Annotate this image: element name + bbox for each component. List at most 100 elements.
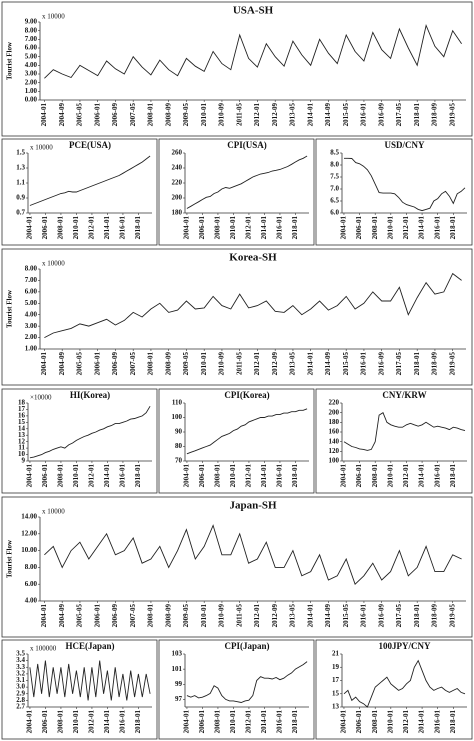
x-tick-label: 2007-05	[129, 604, 137, 628]
x-tick-label: 2008-01	[214, 710, 222, 734]
y-tick-label: 101	[172, 665, 183, 673]
unit-label: x 10000	[42, 260, 65, 268]
x-tick-label: 2009-05	[182, 103, 190, 127]
unit-label: x 100000	[30, 645, 57, 653]
chart-title: USA-SH	[233, 5, 274, 17]
y-tick-label: 7.0	[330, 185, 339, 193]
x-tick-label: 2018-01	[291, 216, 299, 240]
y-tick-label: 240	[172, 164, 183, 172]
x-tick-label: 2006-01	[198, 710, 206, 734]
x-tick-label: 2012-01	[88, 464, 96, 488]
x-tick-label: 2008-01	[371, 216, 379, 240]
x-tick-label: 2006-01	[41, 216, 49, 240]
y-tick-label: 3.1	[16, 676, 25, 684]
x-tick-label: 2010-01	[386, 216, 394, 240]
x-tick-label: 2016-01	[360, 604, 368, 628]
x-tick-label: 2018-01	[291, 464, 299, 488]
x-tick-label: 2004-01	[183, 710, 191, 734]
x-tick-label: 2009-05	[182, 352, 190, 376]
x-tick-label: 2004-01	[40, 604, 48, 628]
y-tick-label: 1.3	[16, 164, 25, 172]
x-tick-label: 2012-01	[253, 103, 261, 127]
panel-border	[315, 388, 473, 494]
x-tick-label: 2016-09	[377, 352, 385, 376]
x-tick-label: 2014-01	[306, 103, 314, 127]
chart-title: CPI(Japan)	[224, 641, 269, 651]
x-tick-label: 2004-01	[340, 710, 348, 734]
x-tick-label: 2005-05	[76, 604, 84, 628]
x-tick-label: 2016-09	[377, 604, 385, 628]
x-tick-label: 2013-05	[289, 103, 297, 127]
y-tick-label: 13	[332, 703, 340, 711]
x-tick-label: 2010-01	[229, 464, 237, 488]
x-tick-label: 2010-01	[200, 352, 208, 376]
x-tick-label: 2018-09	[431, 604, 439, 628]
x-tick-label: 2016-09	[377, 103, 385, 127]
x-tick-label: 2010-09	[218, 352, 226, 376]
x-tick-label: 2007-05	[129, 103, 137, 127]
x-tick-label: 2016-01	[119, 216, 127, 240]
data-line	[44, 524, 462, 586]
y-tick-label: 8.00	[25, 265, 38, 273]
x-tick-label: 2016-01	[119, 710, 127, 734]
x-tick-label: 2012-01	[253, 604, 261, 628]
y-tick-label: 1.00	[25, 87, 38, 95]
data-line	[186, 155, 308, 209]
x-tick-label: 2006-01	[355, 464, 363, 488]
x-tick-label: 2004-09	[58, 604, 66, 628]
y-tick-label: 200	[172, 194, 183, 202]
x-tick-label: 2011-05	[235, 604, 243, 627]
chart-title: Japan-SH	[229, 500, 277, 512]
y-tick-label: 0.7	[16, 209, 25, 217]
unit-label: x 10000	[30, 144, 53, 152]
x-tick-label: 2010-09	[218, 103, 226, 127]
x-tick-label: 2012-09	[271, 604, 279, 628]
y-tick-label: 8.5	[330, 149, 339, 157]
x-tick-label: 2010-01	[229, 710, 237, 734]
x-tick-label: 2019-05	[448, 103, 456, 127]
x-tick-label: 2006-01	[41, 464, 49, 488]
y-tick-label: 2.00	[25, 78, 38, 86]
data-line	[343, 659, 466, 708]
x-tick-label: 2016-01	[433, 464, 441, 488]
y-tick-label: 0.9	[16, 194, 25, 202]
x-tick-label: 2010-01	[72, 216, 80, 240]
chart-title: PCE(USA)	[69, 140, 111, 150]
y-tick-label: 3.4	[16, 656, 25, 664]
x-tick-label: 2014-01	[260, 464, 268, 488]
y-tick-label: 13	[18, 431, 26, 439]
y-axis-label: Tourist Flow	[6, 289, 14, 328]
x-tick-label: 2011-05	[235, 352, 243, 375]
data-line	[29, 155, 151, 206]
chart-title: HCE(Japan)	[65, 641, 114, 651]
x-tick-label: 2006-01	[198, 216, 206, 240]
x-tick-label: 2012-01	[402, 464, 410, 488]
data-line	[186, 408, 308, 455]
x-tick-label: 2006-01	[41, 710, 49, 734]
data-line	[344, 157, 466, 212]
y-tick-label: 99	[175, 680, 183, 688]
y-tick-label: 6.00	[25, 580, 38, 588]
x-tick-label: 2014-09	[324, 604, 332, 628]
x-tick-label: 2014-01	[306, 352, 314, 376]
x-tick-label: 2016-01	[433, 216, 441, 240]
y-tick-label: 0.00	[25, 96, 38, 104]
y-tick-label: 4.00	[25, 310, 38, 318]
chart-title: CPI(USA)	[227, 140, 267, 150]
x-tick-label: 2008-01	[57, 710, 65, 734]
x-tick-label: 2012-01	[245, 710, 253, 734]
y-tick-label: 3.0	[16, 683, 25, 691]
chart-title: CNY/KRW	[382, 390, 426, 400]
unit-label: x 10000	[42, 508, 65, 516]
panel-border	[1, 1, 473, 137]
x-tick-label: 2015-05	[342, 352, 350, 376]
y-tick-label: 3.00	[25, 322, 38, 330]
y-tick-label: 10.00	[21, 546, 37, 554]
y-tick-label: 11	[18, 444, 25, 452]
data-line	[44, 24, 462, 79]
y-tick-label: 120	[329, 447, 340, 455]
y-tick-label: 4.00	[25, 61, 38, 69]
x-tick-label: 2018-09	[431, 103, 439, 127]
panel-border	[1, 496, 473, 638]
